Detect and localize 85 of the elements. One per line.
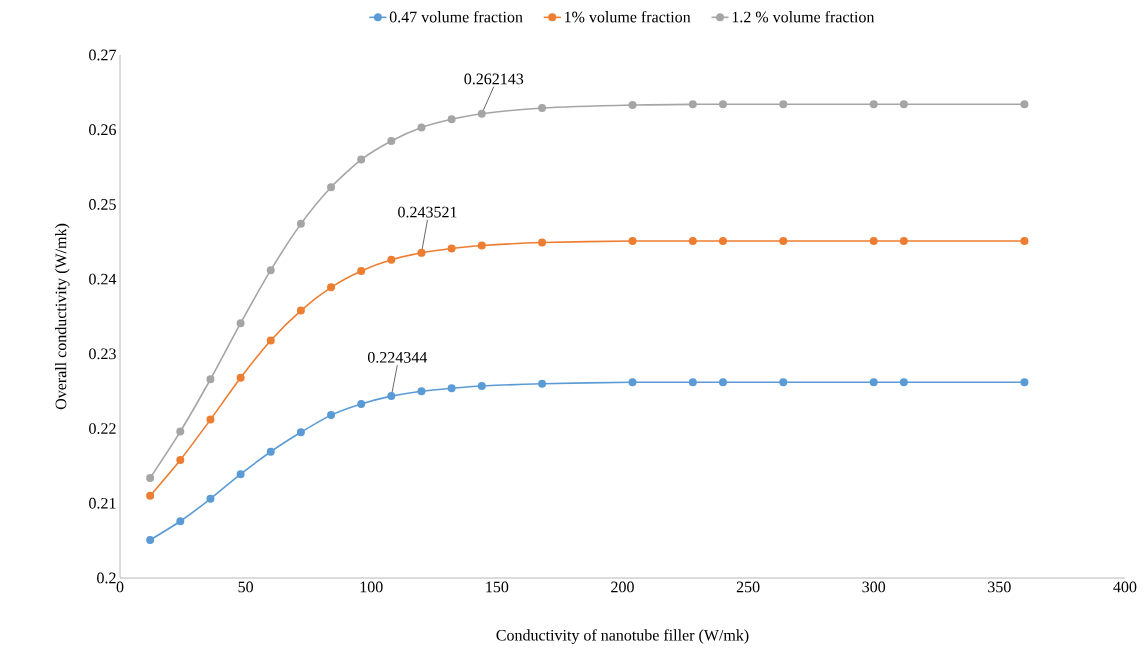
point — [417, 248, 426, 257]
point — [628, 378, 637, 387]
point — [628, 237, 637, 246]
point — [266, 336, 275, 345]
x-tick-label: 250 — [736, 581, 760, 593]
point — [538, 104, 547, 113]
point — [206, 494, 215, 503]
y-tick-label: 0.2 — [97, 572, 116, 584]
point — [296, 306, 305, 315]
point — [718, 378, 727, 387]
point — [718, 237, 727, 246]
point — [899, 378, 908, 387]
point — [176, 517, 185, 526]
point — [176, 427, 185, 436]
point — [1020, 100, 1029, 109]
annotation: 0.262143 — [464, 73, 524, 85]
point — [296, 219, 305, 228]
point — [176, 455, 185, 464]
point — [236, 470, 245, 479]
annotation: 0.243521 — [398, 206, 457, 218]
point — [779, 237, 788, 246]
point — [538, 238, 547, 247]
point — [296, 428, 305, 437]
point — [628, 101, 637, 110]
point — [718, 100, 727, 109]
legend-label: 0.47 volume fraction — [389, 10, 523, 23]
point — [387, 392, 396, 401]
point — [899, 237, 908, 246]
legend-label: 1.2 % volume fraction — [732, 10, 875, 23]
y-tick-label: 0.26 — [89, 124, 116, 136]
point — [327, 411, 336, 420]
point — [1020, 378, 1029, 387]
point — [327, 183, 336, 192]
point — [869, 378, 878, 387]
point — [869, 100, 878, 109]
point — [236, 319, 245, 328]
y-tick-label: 0.21 — [89, 497, 116, 509]
point — [477, 109, 486, 118]
x-tick-label: 400 — [1113, 581, 1137, 593]
y-tick-label: 0.22 — [89, 423, 116, 434]
x-tick-label: 50 — [238, 581, 254, 593]
point — [357, 155, 366, 164]
point — [899, 100, 908, 109]
point — [538, 379, 547, 388]
point — [357, 399, 366, 408]
point — [1020, 237, 1029, 246]
x-tick-label: 150 — [486, 581, 509, 593]
y-tick-label: 0.24 — [89, 273, 117, 285]
point — [146, 535, 155, 544]
x-tick-label: 100 — [360, 581, 383, 593]
x-axis-title: Conductivity of nanotube filler (W/mk) — [496, 629, 749, 644]
point — [779, 100, 788, 109]
y-axis-title: Overall conductivity (W/mk) — [55, 223, 70, 410]
point — [266, 447, 275, 456]
point — [357, 266, 366, 275]
annotation: 0.224344 — [367, 351, 428, 363]
y-tick-label: 0.27 — [89, 49, 117, 61]
point — [779, 378, 788, 387]
point — [447, 115, 456, 124]
point — [266, 266, 275, 275]
point — [447, 244, 456, 253]
point — [417, 387, 426, 396]
point — [688, 100, 697, 109]
point — [447, 384, 456, 393]
x-tick-label: 0 — [116, 581, 124, 593]
point — [327, 283, 336, 292]
x-tick-label: 200 — [611, 581, 634, 593]
x-tick-label: 300 — [862, 581, 886, 593]
point — [146, 491, 155, 500]
point — [688, 237, 697, 246]
point — [477, 241, 486, 250]
point — [206, 375, 215, 384]
point — [477, 381, 486, 390]
point — [206, 415, 215, 424]
point — [146, 473, 155, 482]
point — [417, 123, 426, 132]
x-tick-label: 350 — [988, 581, 1011, 593]
point — [236, 373, 245, 382]
y-tick-label: 0.23 — [89, 348, 116, 360]
point — [688, 378, 697, 387]
point — [387, 255, 396, 264]
y-tick-label: 0.25 — [89, 199, 116, 210]
point — [387, 136, 396, 145]
point — [869, 237, 878, 246]
legend-label: 1% volume fraction — [565, 10, 691, 23]
